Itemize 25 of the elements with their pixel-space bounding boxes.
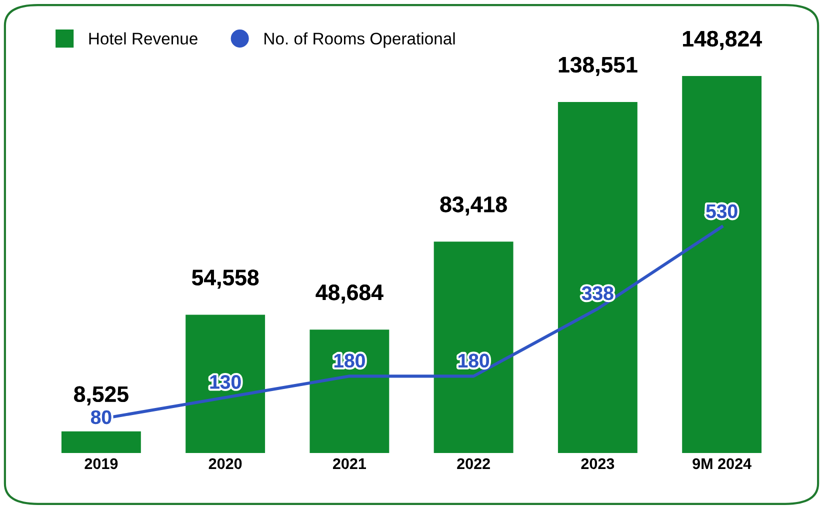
bar xyxy=(186,314,266,454)
data-label: 530 xyxy=(706,204,738,218)
data-label: 8,525 xyxy=(74,386,128,406)
x-tick-label: 2019 xyxy=(84,458,118,470)
x-tick-label: 9M 2024 xyxy=(692,458,752,470)
x-tick-label: 2023 xyxy=(581,458,614,470)
x-tick-label: 2021 xyxy=(332,458,366,470)
x-tick-label: 2022 xyxy=(457,458,490,470)
data-label: 138,551 xyxy=(558,56,638,76)
data-label: 83,418 xyxy=(440,196,507,216)
legend-label: No. of Rooms Operational xyxy=(264,32,455,48)
bar xyxy=(558,102,638,454)
data-label: 148,824 xyxy=(683,30,762,50)
data-label: 130 xyxy=(210,375,241,389)
data-label: 48,684 xyxy=(316,284,384,304)
bar xyxy=(682,76,762,454)
bar xyxy=(434,242,514,454)
bar xyxy=(61,431,141,454)
data-label: 180 xyxy=(458,354,489,368)
legend-label: Hotel Revenue xyxy=(89,32,198,45)
data-label: 180 xyxy=(334,354,365,368)
data-label: 338 xyxy=(582,286,614,300)
bar xyxy=(310,330,390,454)
x-tick-label: 2020 xyxy=(208,458,242,470)
data-label: 54,558 xyxy=(192,270,259,289)
